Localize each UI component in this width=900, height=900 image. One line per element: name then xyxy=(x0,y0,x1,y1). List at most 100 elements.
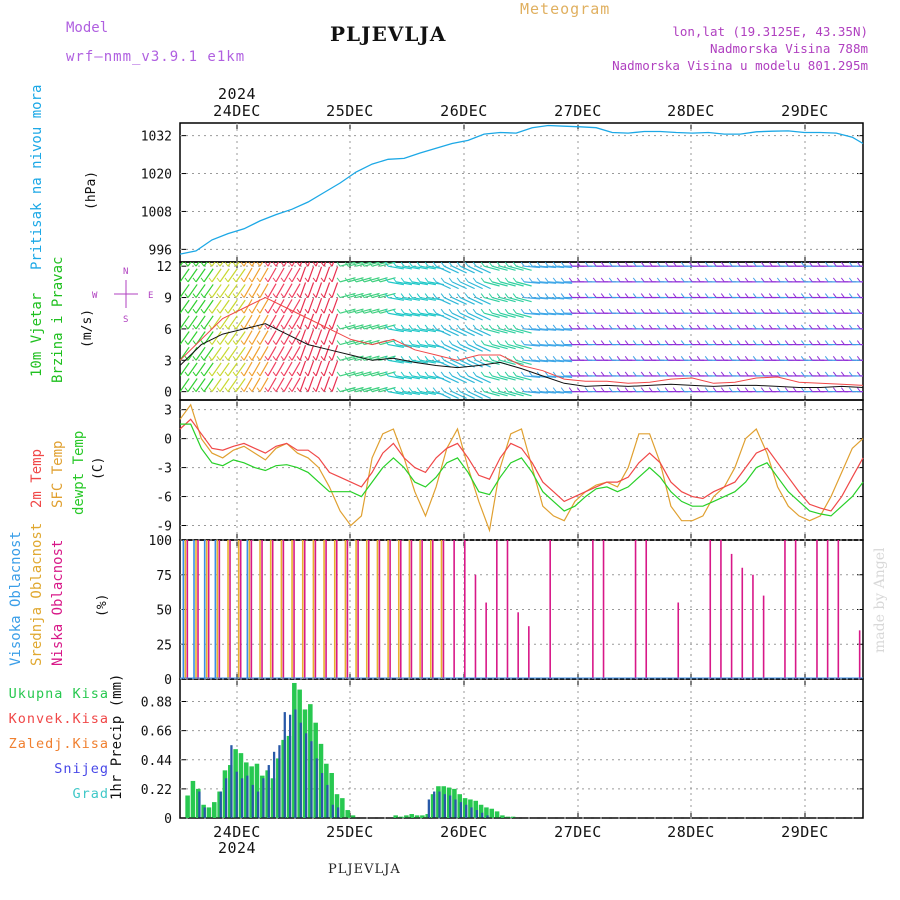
wind-arrow-barb xyxy=(672,355,677,361)
wind-arrow-barb xyxy=(184,293,189,298)
precip-bar-total xyxy=(206,807,212,818)
wind-arrow xyxy=(475,312,491,321)
wind-arrow xyxy=(251,346,261,361)
wind-arrow-barb xyxy=(624,293,629,298)
wind-arrow-barb xyxy=(552,355,557,361)
wind-arrow xyxy=(404,391,420,396)
wind-arrow-barb xyxy=(512,293,517,298)
wind-arrow-barb xyxy=(280,355,285,361)
ytick-label-cloud: 0 xyxy=(164,673,172,688)
wind-arrow-barb xyxy=(768,324,773,330)
wind-arrow-barb xyxy=(384,324,389,330)
precip-bar-total xyxy=(404,815,409,818)
wind-arrow xyxy=(235,284,246,298)
wind-arrow-barb xyxy=(320,293,325,298)
wind-arrow-barb xyxy=(600,371,605,377)
wind-arrow xyxy=(475,359,491,368)
wind-arrow xyxy=(180,284,190,298)
wind-speed-line xyxy=(179,323,864,388)
wind-arrow xyxy=(443,281,459,290)
wind-arrow-barb xyxy=(440,308,445,314)
wind-arrow-barb xyxy=(576,308,581,314)
wind-arrow-barb xyxy=(856,262,861,267)
wind-arrow-barb xyxy=(848,387,853,392)
wind-arrow-barb xyxy=(544,340,549,345)
wind-arrow-barb xyxy=(656,262,661,267)
wind-arrow-barb xyxy=(200,355,205,361)
wind-arrow-barb xyxy=(736,387,741,392)
wind-arrow-barb xyxy=(344,324,349,330)
wind-arrow-barb xyxy=(344,277,349,283)
wind-arrow xyxy=(420,281,436,286)
wind-arrow xyxy=(404,312,420,317)
wind-arrow-barb xyxy=(416,277,421,283)
wind-arrow xyxy=(435,359,451,368)
wind-arrow-barb xyxy=(736,355,741,361)
wind-arrow-barb xyxy=(560,324,565,330)
precip-bar-total xyxy=(393,815,398,818)
wind-arrow xyxy=(540,281,557,284)
wind-arrow-barb xyxy=(504,324,509,330)
wind-arrow xyxy=(387,359,404,364)
wind-arrow-barb xyxy=(216,371,221,377)
wind-arrow xyxy=(307,345,315,361)
wind-arrow xyxy=(283,314,293,330)
precip-bar-total xyxy=(484,807,489,818)
x-label-bottom-28DEC: 28DEC xyxy=(667,823,715,841)
wind-arrow-barb xyxy=(216,293,221,298)
wind-arrow xyxy=(251,377,261,392)
wind-arrow-barb xyxy=(792,308,797,314)
wind-arrow xyxy=(459,328,475,337)
wind-arrow-barb xyxy=(416,308,421,314)
meteogram-label: Meteogram xyxy=(520,0,611,18)
wind-arrow-barb xyxy=(672,387,677,392)
wind-arrow-barb xyxy=(544,371,549,377)
wind-arrow-barb xyxy=(632,387,637,392)
wind-arrow-barb xyxy=(856,293,861,298)
wind-arrow-barb xyxy=(848,277,853,283)
precip-bar-snow xyxy=(262,778,265,818)
wind-arrow-barb xyxy=(304,277,309,283)
wind-arrow-barb xyxy=(520,340,525,345)
wind-arrow-barb xyxy=(744,262,749,267)
wind-arrow-barb xyxy=(408,262,413,267)
wind-arrow-barb xyxy=(344,262,349,267)
wind-arrow xyxy=(283,283,293,298)
wind-arrow xyxy=(532,281,549,284)
wind-arrow xyxy=(251,283,261,298)
temp-2m-line xyxy=(179,418,864,512)
precip-bar-snow xyxy=(251,784,254,818)
wind-arrow xyxy=(516,391,532,397)
wind-arrow xyxy=(443,359,459,368)
wind-arrow-barb xyxy=(424,387,429,392)
compass-w: W xyxy=(92,291,98,301)
wind-arrow-barb xyxy=(832,371,837,377)
wind-arrow-barb xyxy=(336,262,341,267)
wind-arrow-barb xyxy=(768,340,773,345)
wind-arrow-barb xyxy=(248,262,253,267)
wind-arrow xyxy=(435,391,451,399)
wind-arrow-barb xyxy=(752,277,757,283)
wind-arrow-barb xyxy=(328,355,333,361)
wind-arrow-barb xyxy=(336,293,341,298)
precip-bar-total xyxy=(345,810,350,818)
wind-arrow-barb xyxy=(800,371,805,377)
wind-arrow-barb xyxy=(480,340,485,345)
wind-arrow xyxy=(548,359,565,363)
wind-arrow xyxy=(227,346,238,361)
wind-arrow-barb xyxy=(464,387,469,392)
wind-arrow-barb xyxy=(192,387,197,392)
wind-arrow-barb xyxy=(248,340,253,345)
wind-arrow-barb xyxy=(568,387,573,392)
wind-arrow xyxy=(323,262,327,267)
wind-arrow-barb xyxy=(304,355,309,361)
wind-arrow-barb xyxy=(712,371,717,377)
wind-arrow xyxy=(467,328,483,337)
precip-bar-snow xyxy=(299,722,302,818)
wind-arrow-barb xyxy=(496,308,501,314)
wind-arrow-barb xyxy=(624,371,629,377)
wind-arrow-barb xyxy=(680,340,685,345)
wind-arrow xyxy=(315,262,319,267)
wind-arrow-barb xyxy=(824,308,829,314)
wind-arrow xyxy=(203,378,214,392)
